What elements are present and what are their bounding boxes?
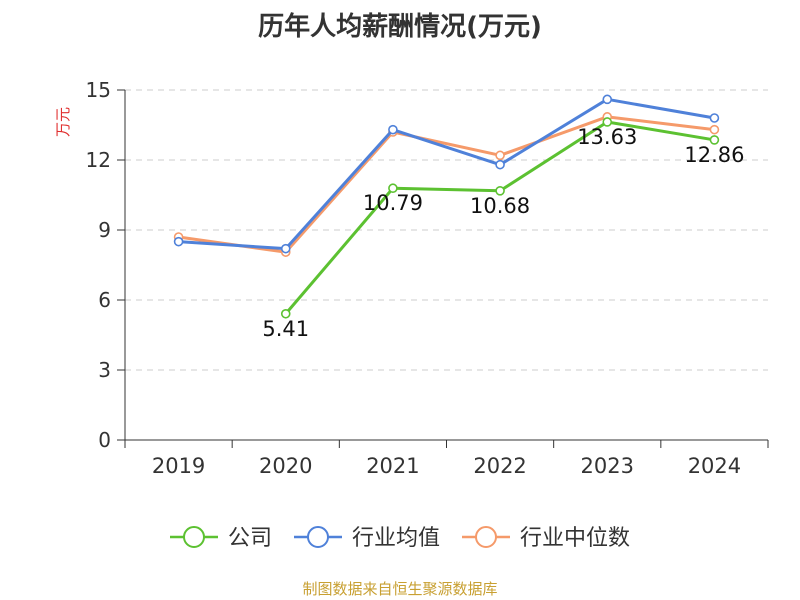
data-label: 10.68 <box>470 194 530 218</box>
legend-symbol-marker <box>475 526 497 548</box>
x-tick-label: 2019 <box>152 454 205 478</box>
x-tick-label: 2022 <box>473 454 526 478</box>
series-line-1 <box>178 97 715 251</box>
data-label: 10.79 <box>363 191 423 215</box>
y-tick-label: 15 <box>86 78 111 102</box>
data-point <box>388 183 398 194</box>
data-point <box>388 124 398 135</box>
x-tick-label: 2020 <box>259 454 312 478</box>
legend-label: 行业中位数 <box>520 526 630 551</box>
data-label: 5.41 <box>262 317 309 341</box>
legend-symbol-marker <box>183 526 205 548</box>
data-point <box>495 159 505 170</box>
y-axis-label: 万元 <box>54 107 72 137</box>
x-tick-label: 2023 <box>581 454 634 478</box>
source-note: 制图数据来自恒生聚源数据库 <box>302 580 498 598</box>
data-point <box>709 135 720 145</box>
y-tick-label: 0 <box>98 428 111 452</box>
x-tick-label: 2024 <box>688 454 741 478</box>
x-tick-label: 2021 <box>366 454 419 478</box>
data-label: 12.86 <box>684 143 744 167</box>
chart-title: 历年人均薪酬情况(万元) <box>258 12 542 42</box>
y-tick-label: 6 <box>98 288 111 312</box>
data-point <box>709 124 720 135</box>
y-tick-label: 12 <box>86 148 111 172</box>
legend-label: 公司 <box>228 526 272 551</box>
legend-symbol-marker <box>307 526 329 548</box>
data-point <box>495 186 505 196</box>
data-point <box>280 243 291 254</box>
data-point <box>602 117 613 127</box>
series-line-2 <box>178 115 715 254</box>
data-point <box>280 308 291 319</box>
legend-label: 行业均值 <box>352 526 440 551</box>
data-point <box>709 113 720 123</box>
data-point <box>602 94 613 105</box>
data-label: 13.63 <box>577 125 637 149</box>
data-point <box>173 236 184 247</box>
y-tick-label: 9 <box>98 218 111 242</box>
y-tick-label: 3 <box>98 358 111 382</box>
data-point <box>495 150 505 161</box>
